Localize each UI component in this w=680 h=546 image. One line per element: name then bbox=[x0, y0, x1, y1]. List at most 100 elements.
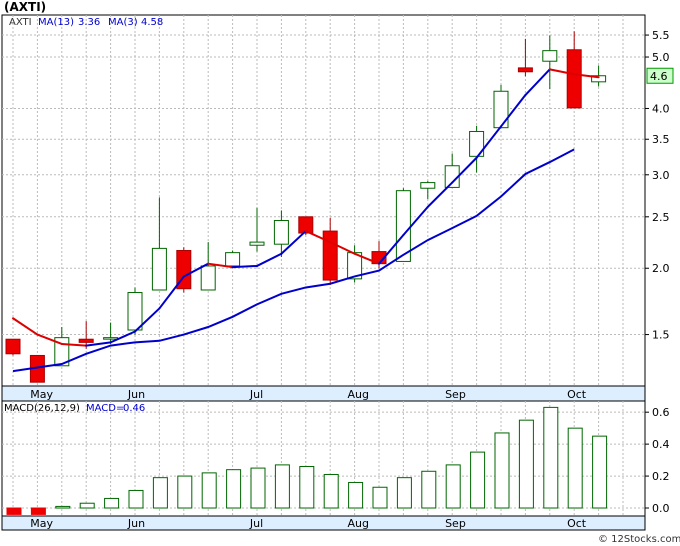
ma3-segment-12 bbox=[280, 230, 307, 255]
macd-bar-0 bbox=[6, 507, 22, 515]
candle-body-20 bbox=[493, 90, 509, 129]
ma3-segment-19 bbox=[451, 156, 478, 184]
legend-ma13-value: 3.36 bbox=[78, 17, 100, 28]
ma3-segment-22 bbox=[524, 68, 551, 97]
macd-bar-1 bbox=[30, 507, 46, 515]
current-price-label: 4.6 bbox=[650, 70, 668, 83]
macd-legend-value: 0.46 bbox=[123, 403, 145, 414]
candle-body-12 bbox=[298, 216, 314, 234]
macd-bar-12 bbox=[299, 465, 315, 509]
candle-body-6 bbox=[151, 247, 167, 291]
ma3-segment-23 bbox=[548, 68, 576, 76]
macd-legend-value-sep: = bbox=[116, 403, 124, 414]
legend-symbol: AXTI bbox=[9, 17, 32, 28]
macd-bar-7 bbox=[177, 475, 193, 509]
ma3-segment-15 bbox=[353, 252, 380, 265]
candle-body-7 bbox=[176, 250, 192, 290]
legend-ma3-label: MA(3) bbox=[108, 17, 138, 28]
ma3-segment-20 bbox=[475, 125, 502, 159]
ma3-segment-5 bbox=[109, 330, 136, 344]
macd-bar-13 bbox=[323, 473, 339, 509]
candle-body-13 bbox=[322, 230, 338, 281]
price-panel-frame bbox=[1, 14, 646, 389]
macd-bar-24 bbox=[592, 435, 608, 509]
ma13-line bbox=[12, 148, 575, 373]
macd-tick-label-1: 0.2 bbox=[652, 470, 670, 483]
ma3-segment-4 bbox=[85, 341, 112, 347]
candle-body-22 bbox=[542, 50, 558, 62]
macd-bar-22 bbox=[543, 406, 559, 509]
macd-bar-16 bbox=[396, 477, 412, 509]
macd-bar-4 bbox=[104, 497, 120, 509]
watermark: © 12Stocks.com bbox=[598, 534, 680, 545]
ma3-segment-10 bbox=[231, 264, 258, 269]
macd-month-label-3: Aug bbox=[347, 517, 368, 530]
macd-legend: MACD(26,12,9) MACD = 0.46 bbox=[4, 403, 145, 414]
month-label-5: Oct bbox=[567, 388, 587, 401]
macd-month-label-2: Jul bbox=[249, 517, 263, 530]
macd-bar-2 bbox=[55, 505, 71, 509]
price-tick-label-0: 1.5 bbox=[652, 329, 670, 342]
macd-bar-11 bbox=[274, 464, 290, 509]
legend-ma3-value: 4.58 bbox=[141, 17, 163, 28]
macd-tick-label-2: 0.4 bbox=[652, 438, 670, 451]
month-label-2: Jul bbox=[249, 388, 263, 401]
candles bbox=[5, 31, 607, 383]
macd-legend-value-label: MACD bbox=[86, 403, 116, 414]
ma3-segment-16 bbox=[378, 234, 405, 265]
macd-month-label-4: Sep bbox=[445, 517, 466, 530]
price-axis-ticks: 1.5 2.0 2.5 3.0 3.5 4.0 5.0 5.5 bbox=[645, 29, 670, 342]
macd-month-axis-labels: May Jun Jul Aug Sep Oct bbox=[30, 517, 587, 530]
ma3-segment-2 bbox=[36, 333, 63, 345]
price-tick-label-7: 5.5 bbox=[652, 29, 670, 42]
macd-bar-21 bbox=[518, 419, 534, 509]
price-tick-label-1: 2.0 bbox=[652, 262, 670, 275]
candle-body-8 bbox=[200, 265, 216, 291]
macd-x-axis-strip bbox=[1, 515, 646, 531]
moving-average-lines bbox=[12, 68, 600, 373]
month-label-4: Sep bbox=[445, 388, 466, 401]
current-price-marker: 4.6 bbox=[646, 67, 674, 84]
candle-body-10 bbox=[249, 241, 265, 246]
macd-bar-6 bbox=[152, 477, 168, 509]
chart-title: (AXTI) bbox=[4, 0, 46, 14]
candle-body-3 bbox=[78, 338, 94, 343]
price-tick-label-6: 5.0 bbox=[652, 51, 670, 64]
ma3-segment-6 bbox=[134, 307, 161, 333]
macd-month-label-0: May bbox=[30, 517, 53, 530]
macd-bar-23 bbox=[567, 427, 583, 509]
candle-body-4 bbox=[103, 337, 119, 340]
candle-body-11 bbox=[273, 220, 289, 245]
ma3-segment-21 bbox=[500, 94, 527, 128]
month-label-3: Aug bbox=[347, 388, 368, 401]
candle-body-21 bbox=[517, 67, 533, 73]
macd-bar-14 bbox=[348, 481, 364, 509]
macd-tick-label-0: 0.0 bbox=[652, 502, 670, 515]
month-axis-labels: May Jun Jul Aug Sep Oct bbox=[30, 388, 587, 401]
x-axis-strip bbox=[1, 385, 646, 402]
month-label-0: May bbox=[30, 388, 53, 401]
legend-ma13-label: MA(13) bbox=[38, 17, 74, 28]
macd-bar-19 bbox=[470, 451, 486, 509]
price-tick-label-5: 4.0 bbox=[652, 102, 670, 115]
price-tick-label-3: 3.0 bbox=[652, 169, 670, 182]
price-tick-label-4: 3.5 bbox=[652, 133, 670, 146]
candle-body-0 bbox=[5, 338, 21, 355]
macd-bar-10 bbox=[250, 467, 266, 509]
ma3-segment-8 bbox=[182, 262, 210, 278]
price-legend: AXTI MA(13) 3.36 MA(3) 4.58 bbox=[9, 17, 163, 28]
ma3-segment-11 bbox=[256, 252, 283, 267]
macd-bar-20 bbox=[494, 432, 510, 509]
macd-bar-15 bbox=[372, 486, 388, 509]
macd-bar-9 bbox=[226, 469, 242, 509]
current-price-box bbox=[646, 67, 674, 84]
candle-body-17 bbox=[420, 182, 436, 189]
price-tick-label-2: 2.5 bbox=[652, 211, 670, 224]
candle-body-23 bbox=[566, 49, 582, 109]
ma3-segment-24 bbox=[573, 73, 600, 79]
candle-body-9 bbox=[225, 252, 241, 267]
ma3-segment-13 bbox=[304, 230, 332, 244]
ma3-segment-7 bbox=[158, 275, 185, 310]
ma3-segment-17 bbox=[402, 205, 429, 237]
